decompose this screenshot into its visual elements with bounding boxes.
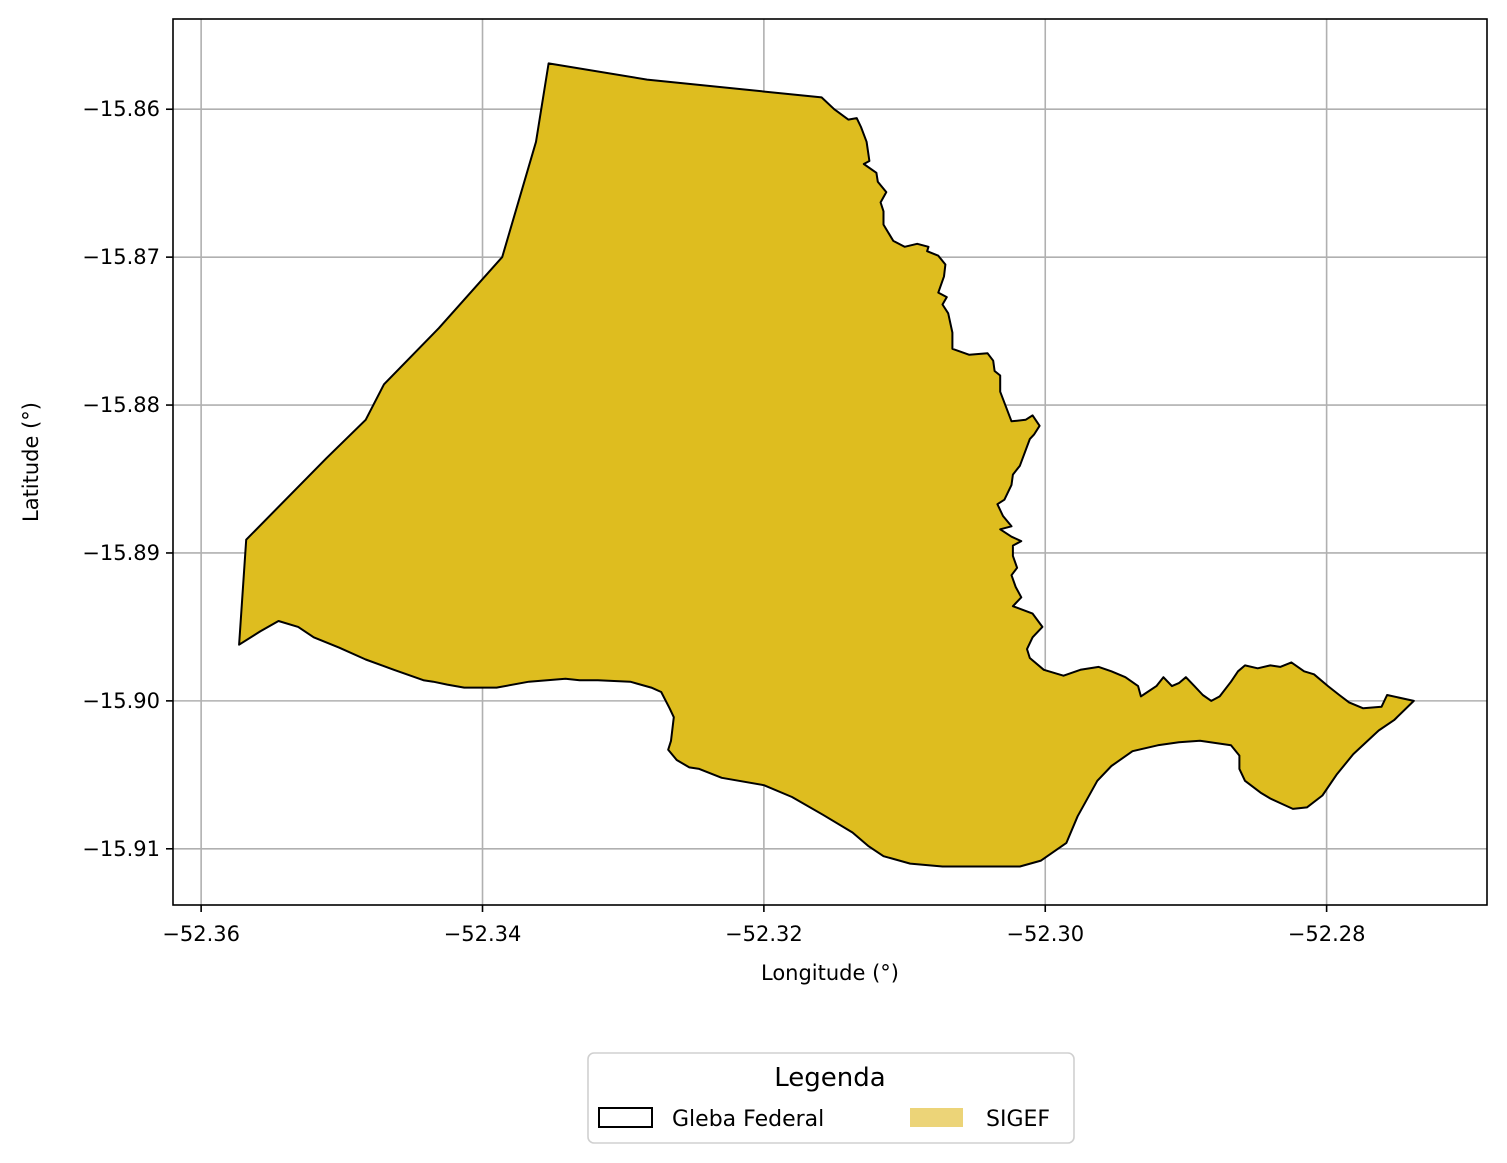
y-axis-label: Latitude (°) xyxy=(19,402,43,522)
legend-swatch-sigef xyxy=(910,1108,963,1127)
legend-label-gleba-federal: Gleba Federal xyxy=(672,1107,824,1132)
legend: Legenda Gleba Federal SIGEF xyxy=(588,1053,1074,1143)
x-tick-label-3: −52.30 xyxy=(1006,922,1084,946)
x-tick-label-2: −52.32 xyxy=(725,922,803,946)
x-tick-label-1: −52.34 xyxy=(444,922,522,946)
x-tick-label-0: −52.36 xyxy=(162,922,240,946)
x-axis-label: Longitude (°) xyxy=(761,961,899,985)
y-tick-label-1: −15.87 xyxy=(82,245,160,269)
gleba-federal-polygon xyxy=(239,63,1414,866)
y-tick-label-4: −15.90 xyxy=(82,689,160,713)
y-tick-label-0: −15.86 xyxy=(82,97,160,121)
y-tick-label-3: −15.89 xyxy=(82,541,160,565)
sigef-layer xyxy=(239,63,1414,866)
legend-label-sigef: SIGEF xyxy=(986,1107,1050,1132)
y-tick-label-2: −15.88 xyxy=(82,393,160,417)
y-tick-label-5: −15.91 xyxy=(82,837,160,861)
x-tick-label-4: −52.28 xyxy=(1288,922,1366,946)
legend-title: Legenda xyxy=(774,1063,885,1093)
